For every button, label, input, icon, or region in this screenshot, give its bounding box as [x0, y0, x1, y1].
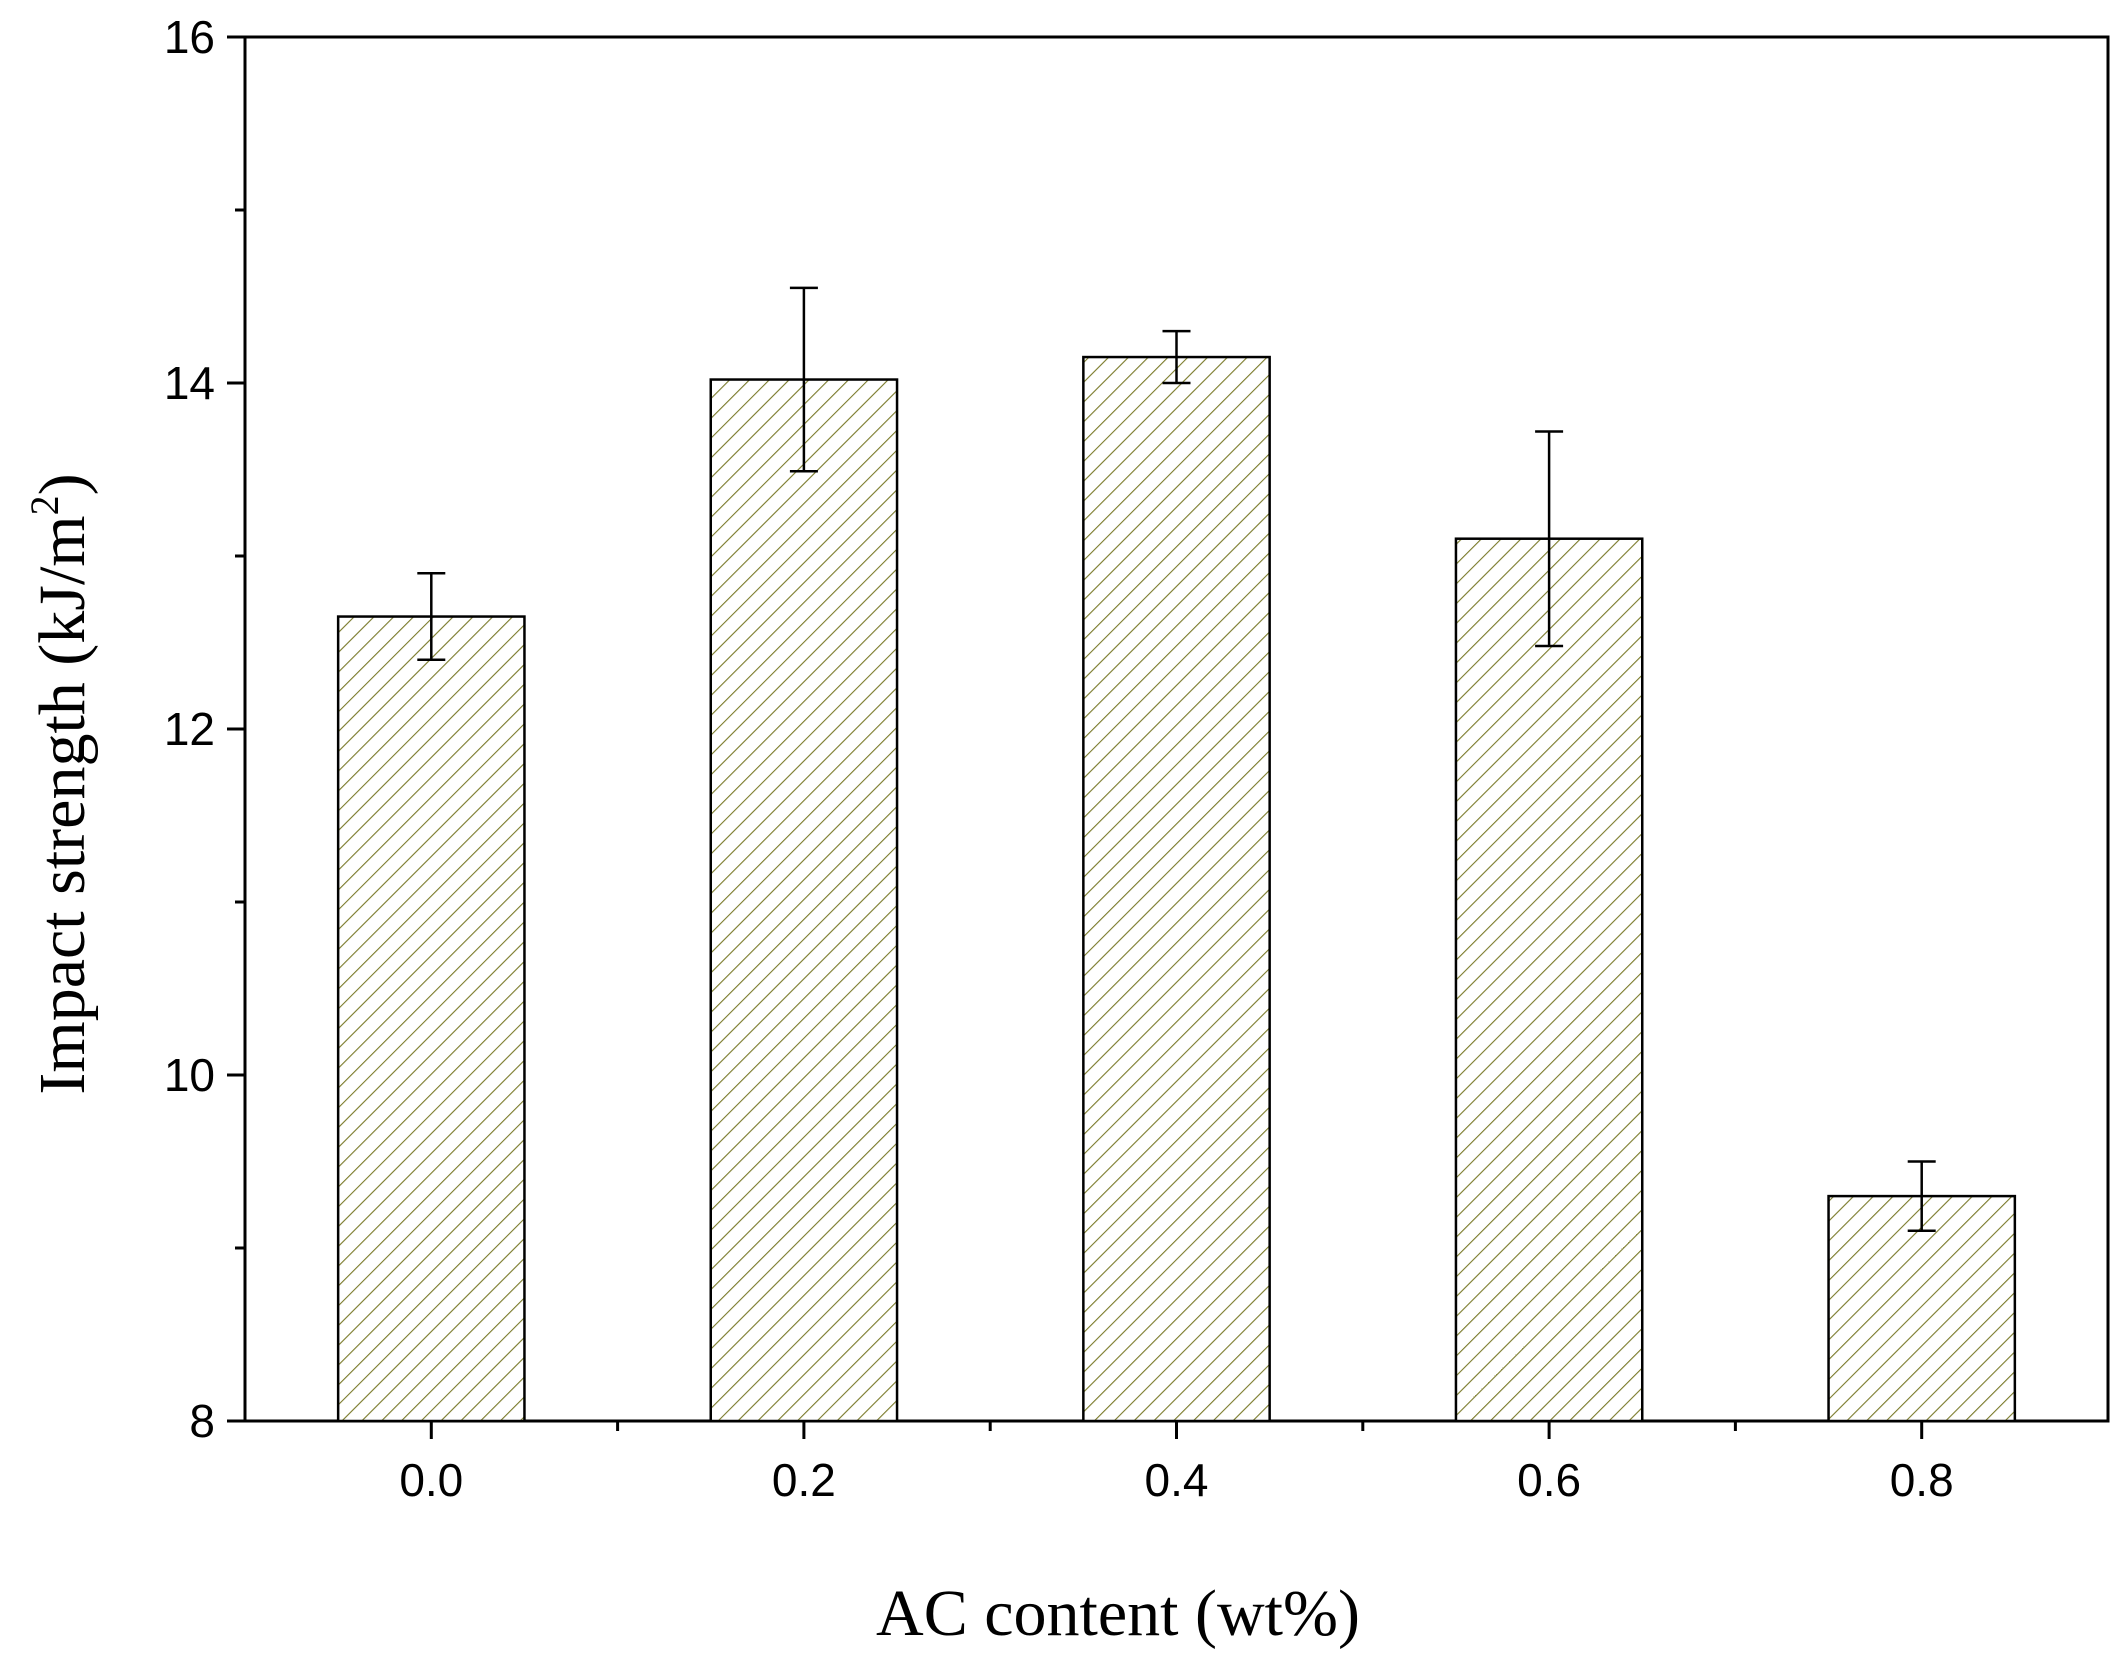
- y-axis-title-close: ): [26, 473, 99, 495]
- error-bars: [417, 286, 1936, 1232]
- x-tick-label: 0.0: [399, 1454, 463, 1506]
- x-tick-label: 0.2: [772, 1454, 836, 1506]
- y-axis-title-superscript: 2: [22, 495, 67, 515]
- y-tick-label: 14: [164, 357, 215, 409]
- x-axis-ticks: 0.0 0.2 0.4 0.6 0.8: [399, 1421, 1954, 1506]
- x-tick-label: 0.6: [1517, 1454, 1581, 1506]
- bars: [336, 355, 2017, 1423]
- y-tick-label: 12: [164, 703, 215, 755]
- y-axis-title: Impact strength (kJ/m2): [22, 473, 99, 1094]
- x-tick-label: 0.4: [1145, 1454, 1209, 1506]
- x-tick-label: 0.8: [1890, 1454, 1954, 1506]
- y-tick-label: 8: [189, 1395, 215, 1447]
- y-tick-label: 16: [164, 11, 215, 63]
- bar: [709, 378, 899, 1423]
- bar: [336, 615, 526, 1423]
- y-axis-title-main: Impact strength (kJ/m: [26, 515, 99, 1094]
- y-tick-label: 10: [164, 1049, 215, 1101]
- bar: [1454, 537, 1644, 1423]
- y-axis-ticks: 8 10 12 14 16: [164, 11, 245, 1447]
- bar: [1082, 355, 1271, 1423]
- x-axis-title: AC content (wt%): [876, 1577, 1360, 1650]
- bar: [1827, 1194, 2017, 1423]
